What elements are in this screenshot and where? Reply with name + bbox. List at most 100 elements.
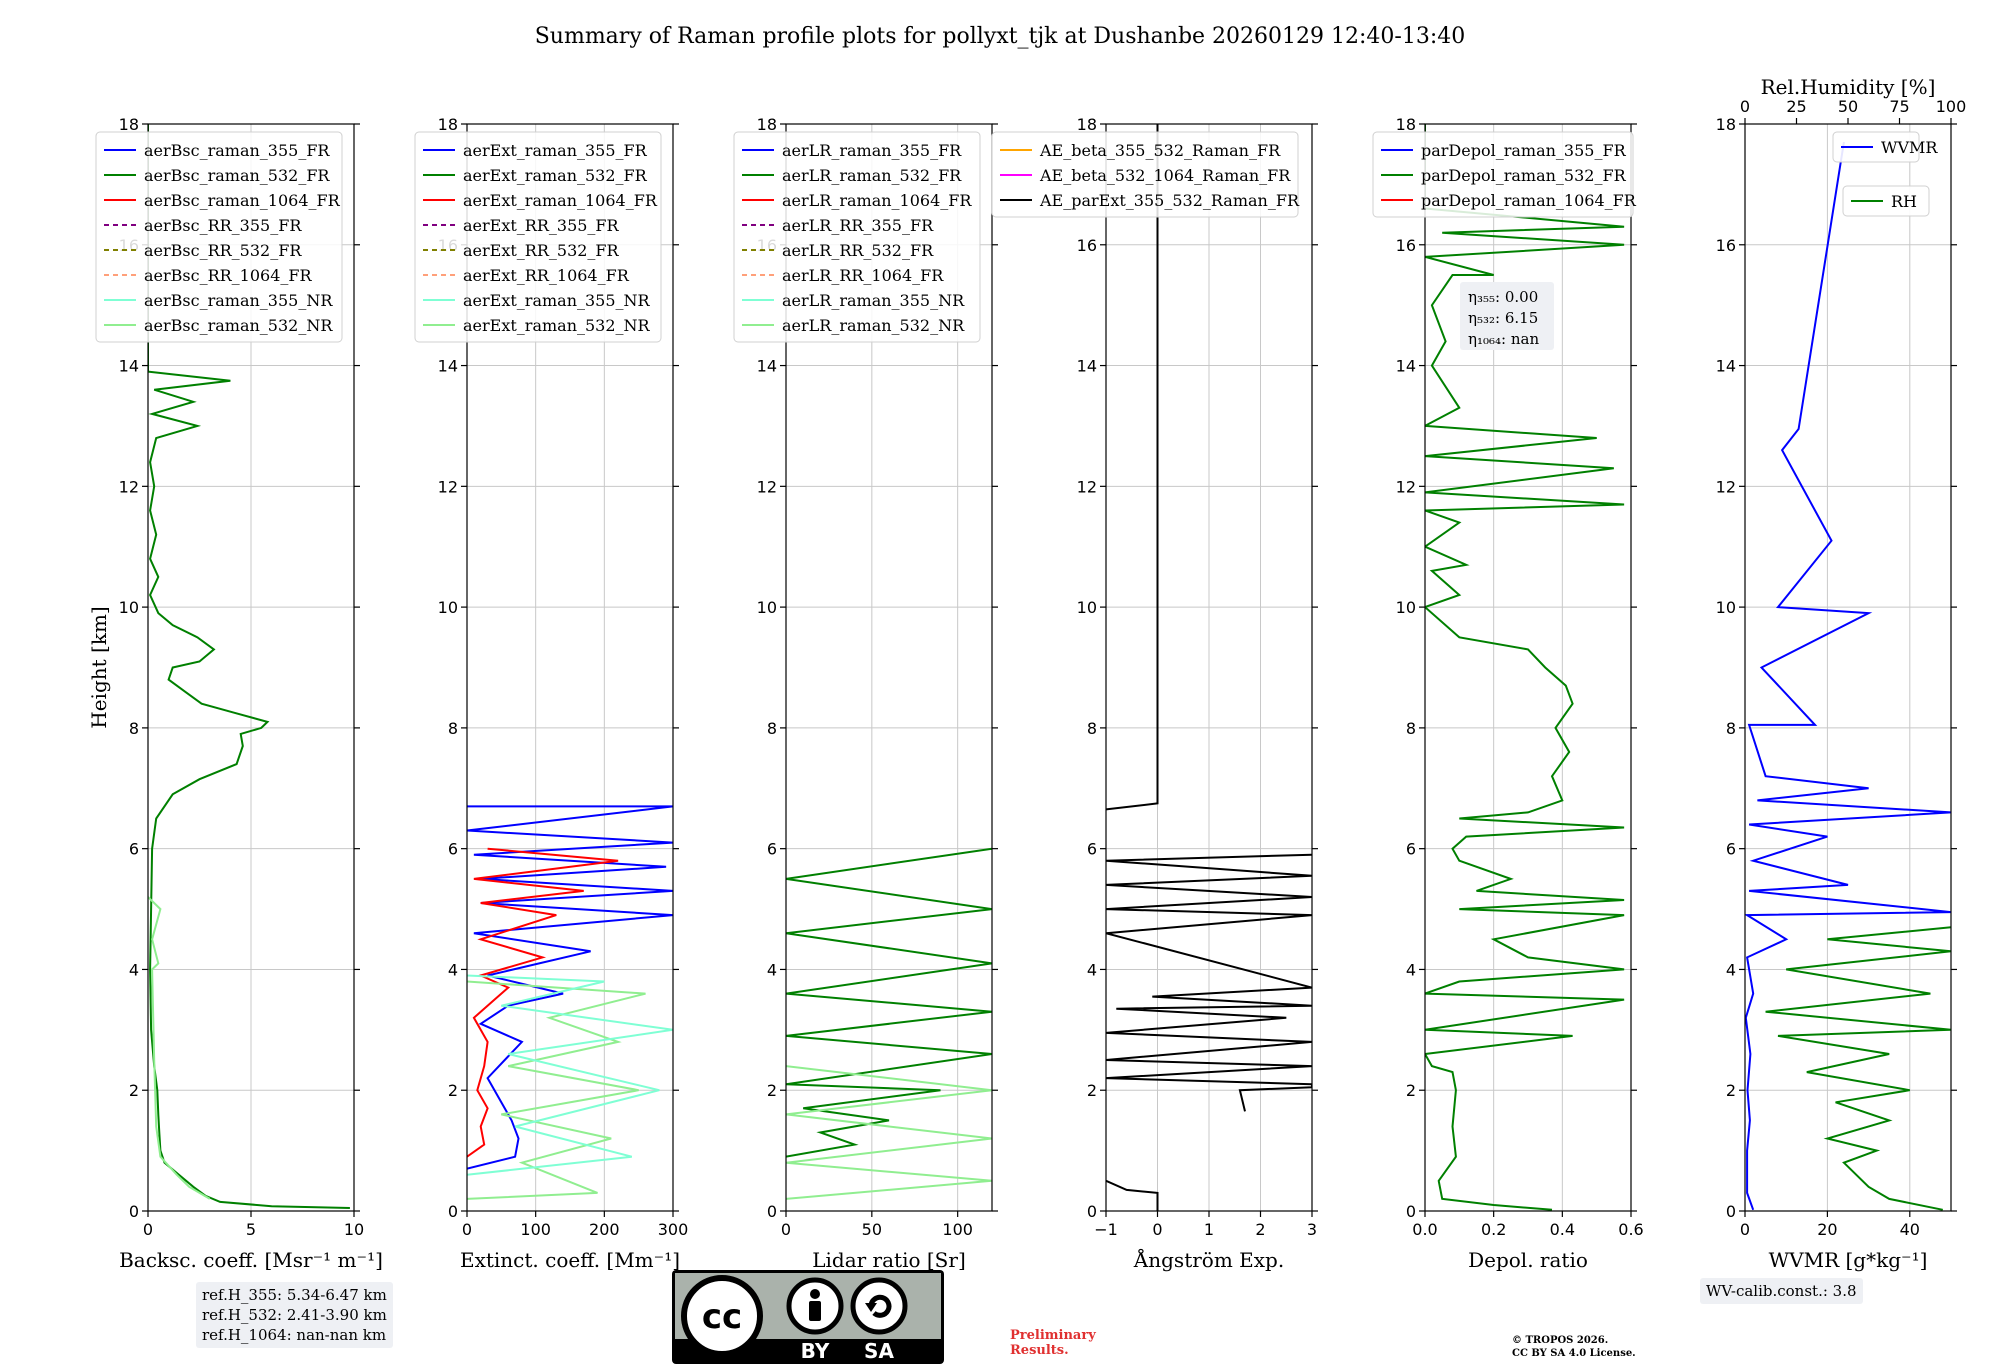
wv-top-xtick-label: 100 (1936, 97, 1967, 116)
wv-xtick-label: 20 (1817, 1220, 1837, 1239)
depol-ytick-label: 14 (1396, 357, 1416, 376)
lr-ytick-label: 0 (767, 1202, 777, 1221)
ext-x-axis-label: Extinct. coeff. [Mm⁻¹] (460, 1248, 680, 1272)
figure-title: Summary of Raman profile plots for polly… (535, 24, 1466, 49)
series-parDepol_raman_532_FR (1425, 124, 1625, 1211)
wv-xtick-label: 0 (1740, 1220, 1750, 1239)
wv-ytick-label: 4 (1726, 960, 1736, 979)
wv-ytick-label: 6 (1726, 840, 1736, 859)
depol-annotation-box (1460, 282, 1554, 350)
preliminary-line-2: Results. (1010, 1343, 1069, 1358)
wv-ytick-label: 18 (1716, 115, 1736, 134)
series-AE_parExt_355_532_Raman_FR (1106, 1179, 1159, 1211)
ae-ytick-label: 6 (1087, 840, 1097, 859)
panel-depol: 0 2 4 6 8 10 12 14 16 18 0.0 0.2 0.4 0.6 Depol. ratio p… (1372, 115, 1644, 1272)
panel-bsc: 0246810121416180510Backsc. coeff. [Msr⁻¹… (87, 115, 383, 1272)
lr-ytick-label: 8 (767, 719, 777, 738)
cc-logo-text: cc (702, 1297, 742, 1337)
reference-height-box: ref.H_355: 5.34-6.47 km ref.H_532: 2.41-… (196, 1282, 393, 1348)
depol-ytick-label: 18 (1396, 115, 1416, 134)
series-aerExt_raman_1064_FR (467, 847, 619, 1158)
wv-legend-label: WVMR (1881, 138, 1938, 157)
share-alike-icon (850, 1277, 908, 1335)
ext-legend-label: aerExt_raman_532_FR (463, 166, 648, 185)
wv-xtick-label: 40 (1900, 1220, 1920, 1239)
ae-ytick-label: 18 (1077, 115, 1097, 134)
series-RH (1765, 926, 1951, 1211)
ae-xtick-label: 3 (1307, 1220, 1317, 1239)
ae-xtick-label: −1 (1094, 1220, 1118, 1239)
ext-legend-label: aerExt_raman_532_NR (463, 316, 651, 335)
ext-legend-label: aerExt_RR_532_FR (463, 241, 620, 260)
lr-legend-label: aerLR_RR_355_FR (782, 216, 934, 235)
wv-top-xtick-label: 25 (1786, 97, 1806, 116)
ext-legend-label: aerExt_RR_1064_FR (463, 266, 630, 285)
wv-ytick-label: 10 (1716, 598, 1736, 617)
bsc-legend-label: aerBsc_raman_532_FR (144, 166, 330, 185)
lr-series-group (786, 847, 992, 1200)
wv-x-axis-label: WVMR [g*kg⁻¹] (1769, 1248, 1928, 1272)
lr-ytick-label: 2 (767, 1081, 777, 1100)
bsc-series-group (148, 124, 350, 1209)
depol-xtick-label: 0.6 (1618, 1220, 1643, 1239)
ae-legend-label: AE_beta_532_1064_Raman_FR (1039, 166, 1291, 185)
lr-ytick-label: 10 (757, 598, 777, 617)
ref-height-355: ref.H_355: 5.34-6.47 km (202, 1286, 387, 1304)
depol-ytick-label: 6 (1406, 840, 1416, 859)
lr-x-axis-label: Lidar ratio [Sr] (812, 1248, 966, 1272)
wv-top-xtick-label: 0 (1740, 97, 1750, 116)
ae-ytick-label: 8 (1087, 719, 1097, 738)
tropos-line-2: CC BY SA 4.0 License. (1512, 1348, 1636, 1359)
wv-ytick-label: 14 (1716, 357, 1736, 376)
wv-top-xtick-label: 50 (1838, 97, 1858, 116)
ae-legend-box (991, 131, 1299, 218)
ae-ytick-label: 14 (1077, 357, 1097, 376)
depol-legend-box (1372, 131, 1634, 218)
tropos-copyright: © TROPOS 2026. CC BY SA 4.0 License. (1512, 1334, 1636, 1360)
series-aerBsc_raman_532_FR (148, 124, 350, 1209)
by-label: BY (801, 1339, 830, 1363)
depol-legend-label: parDepol_raman_532_FR (1421, 166, 1627, 185)
ext-legend-label: aerExt_raman_355_FR (463, 141, 648, 160)
ref-height-532: ref.H_532: 2.41-3.90 km (202, 1306, 387, 1324)
lr-legend-label: aerLR_raman_355_FR (782, 141, 962, 160)
lr-ytick-label: 6 (767, 840, 777, 859)
series-aerExt_raman_355_NR (467, 974, 673, 1176)
ext-xtick-label: 0 (462, 1220, 472, 1239)
ae-xtick-label: 0 (1152, 1220, 1162, 1239)
ext-ytick-label: 0 (448, 1202, 458, 1221)
bsc-legend-label: aerBsc_RR_532_FR (144, 241, 302, 260)
wv-ytick-label: 2 (1726, 1081, 1736, 1100)
bsc-legend-label: aerBsc_RR_355_FR (144, 216, 302, 235)
lr-legend-label: aerLR_RR_1064_FR (782, 266, 944, 285)
bsc-xtick-label: 5 (246, 1220, 256, 1239)
ext-xtick-label: 300 (658, 1220, 689, 1239)
series-WVMR (1745, 141, 1951, 1211)
bsc-ytick-label: 6 (129, 840, 139, 859)
series-aerLR_raman_532_FR (786, 847, 992, 1158)
bsc-ytick-label: 8 (129, 719, 139, 738)
ext-legend-label: aerExt_raman_1064_FR (463, 191, 658, 210)
depol-xtick-label: 0.4 (1550, 1220, 1575, 1239)
wv-legend-box (1842, 185, 1930, 217)
ae-legend-label: AE_parExt_355_532_Raman_FR (1039, 191, 1300, 210)
sa-label: SA (864, 1339, 894, 1363)
preliminary-line-1: Preliminary (1010, 1328, 1096, 1343)
bsc-ytick-label: 12 (119, 477, 139, 496)
ae-xtick-label: 2 (1255, 1220, 1265, 1239)
ae-ytick-label: 2 (1087, 1081, 1097, 1100)
lr-legend-box (733, 131, 981, 343)
wv-calib-const: WV-calib.const.: 3.8 (1706, 1282, 1857, 1300)
ext-ytick-label: 8 (448, 719, 458, 738)
ext-ytick-label: 6 (448, 840, 458, 859)
ae-legend-label: AE_beta_355_532_Raman_FR (1039, 141, 1281, 160)
ext-legend-box (414, 131, 662, 343)
depol-legend-label: parDepol_raman_1064_FR (1421, 191, 1637, 210)
depol-annotation-line: η₁₀₆₄: nan (1468, 330, 1539, 348)
series-aerExt_raman_532_NR (467, 980, 646, 1200)
wv-ytick-label: 0 (1726, 1202, 1736, 1221)
depol-xtick-label: 0.2 (1481, 1220, 1506, 1239)
cc-logo-icon (681, 1275, 763, 1357)
